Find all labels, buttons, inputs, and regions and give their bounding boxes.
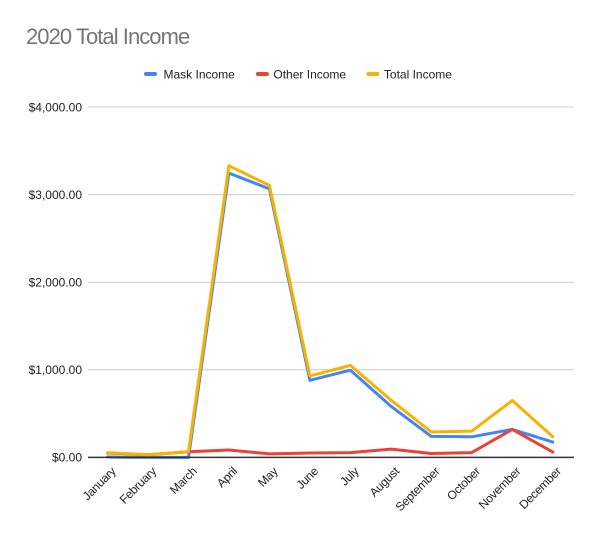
svg-text:$2,000.00: $2,000.00 — [29, 276, 83, 290]
svg-text:$0.00: $0.00 — [52, 451, 82, 465]
svg-text:Total Income: Total Income — [384, 67, 452, 81]
svg-text:$3,000.00: $3,000.00 — [29, 188, 83, 202]
svg-text:$4,000.00: $4,000.00 — [29, 100, 83, 114]
svg-text:Other Income: Other Income — [273, 67, 346, 81]
svg-text:2020 Total Income: 2020 Total Income — [26, 24, 190, 49]
svg-text:Mask Income: Mask Income — [164, 67, 236, 81]
svg-text:$1,000.00: $1,000.00 — [29, 363, 83, 377]
